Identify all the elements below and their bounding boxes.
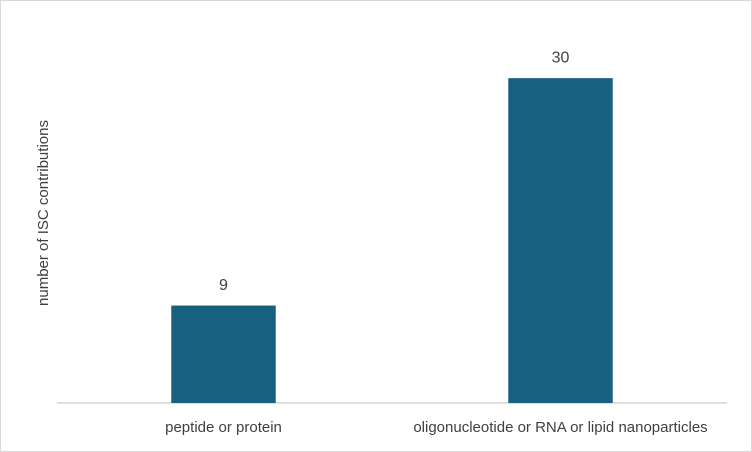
data-label: 9 [219,277,228,294]
x-tick-label: oligonucleotide or RNA or lipid nanopart… [413,419,707,436]
bar [171,305,276,403]
x-tick-label: peptide or protein [165,419,282,436]
bar [508,78,613,404]
data-label: 30 [552,49,570,66]
y-axis-label: number of ISC contributions [35,120,52,306]
